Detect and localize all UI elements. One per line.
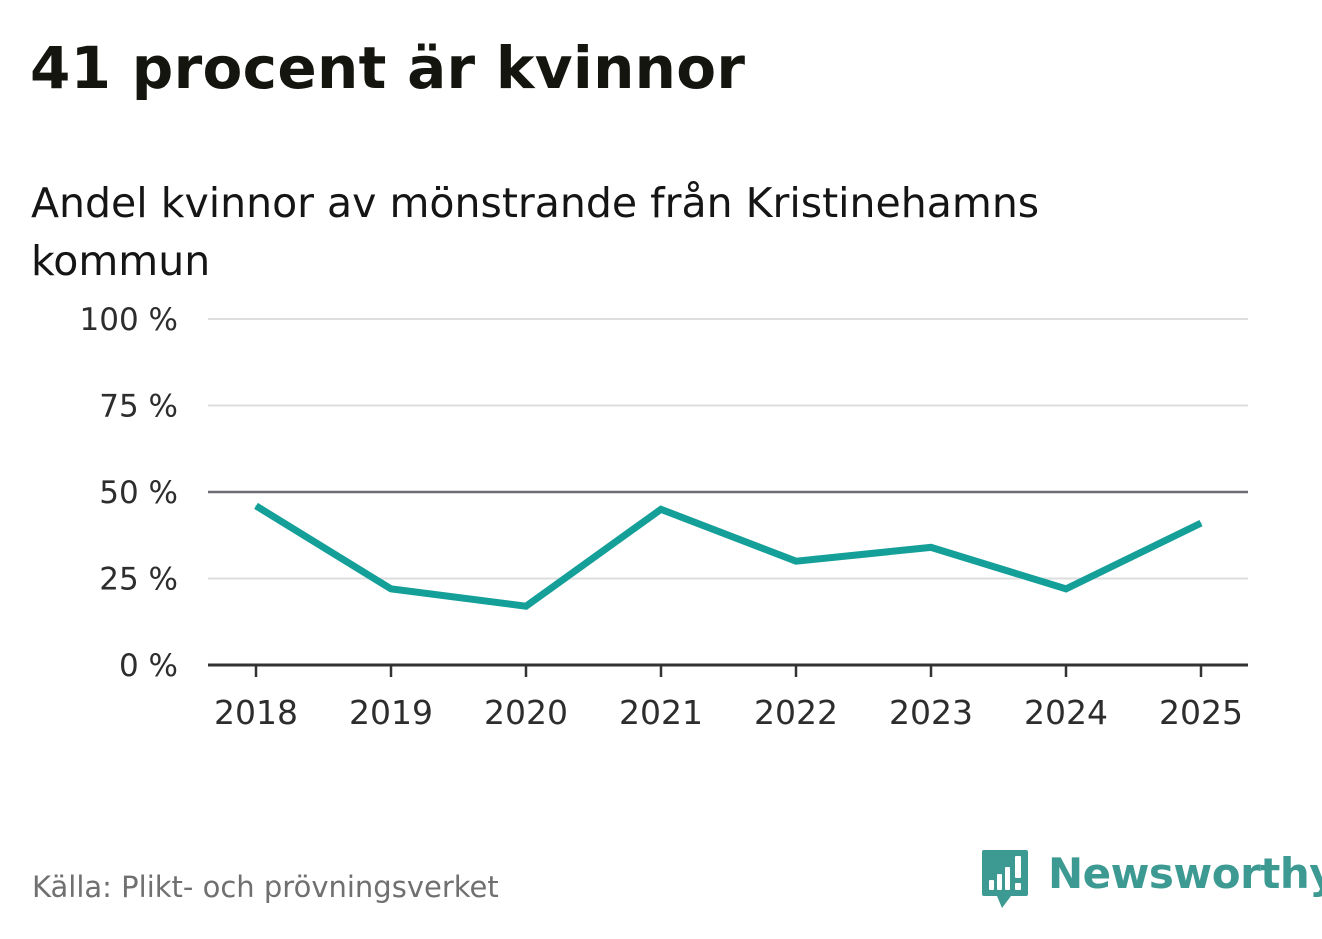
x-tick-label: 2018 (214, 693, 298, 732)
data-point (795, 560, 797, 562)
y-tick-label: 0 % (119, 648, 178, 684)
brand-name: Newsworthy (1048, 849, 1322, 898)
data-point (390, 588, 392, 590)
x-tick-label: 2024 (1024, 693, 1108, 732)
x-tick-label: 2019 (349, 693, 433, 732)
x-tick-label: 2020 (484, 693, 568, 732)
x-tick-label: 2023 (889, 693, 973, 732)
data-point (1065, 588, 1067, 590)
x-tick-label: 2021 (619, 693, 703, 732)
x-tick-label: 2025 (1159, 693, 1243, 732)
y-axis-labels: 0 % 25 % 50 % 75 % 100 % (80, 302, 178, 684)
y-tick-label: 25 % (99, 562, 178, 598)
data-point (1200, 522, 1202, 524)
y-tick-label: 100 % (80, 302, 178, 338)
x-axis-labels: 2018 2019 2020 2021 2022 2023 2024 2025 (214, 693, 1243, 732)
data-point (525, 605, 527, 607)
newsworthy-logo: Newsworthy (980, 848, 1322, 910)
gridlines (208, 318, 1248, 580)
y-tick-label: 50 % (99, 475, 178, 511)
data-point (255, 505, 257, 507)
line-chart: 0 % 25 % 50 % 75 % 100 % 2018 2019 2020 2021 202… (80, 302, 1248, 732)
chart-title: 41 procent är kvinnor (30, 34, 746, 102)
source-note: Källa: Plikt- och prövningsverket (32, 870, 499, 904)
series-line-0 (254, 502, 1203, 610)
data-point (930, 546, 932, 548)
x-axis (208, 663, 1248, 677)
series (254, 502, 1203, 610)
data-point (660, 508, 662, 510)
y-tick-label: 75 % (99, 389, 178, 425)
x-tick-label: 2022 (754, 693, 838, 732)
newsworthy-logo-icon (982, 850, 1028, 908)
chart-subtitle: Andel kvinnor av mönstrande från Kristin… (31, 179, 1040, 285)
